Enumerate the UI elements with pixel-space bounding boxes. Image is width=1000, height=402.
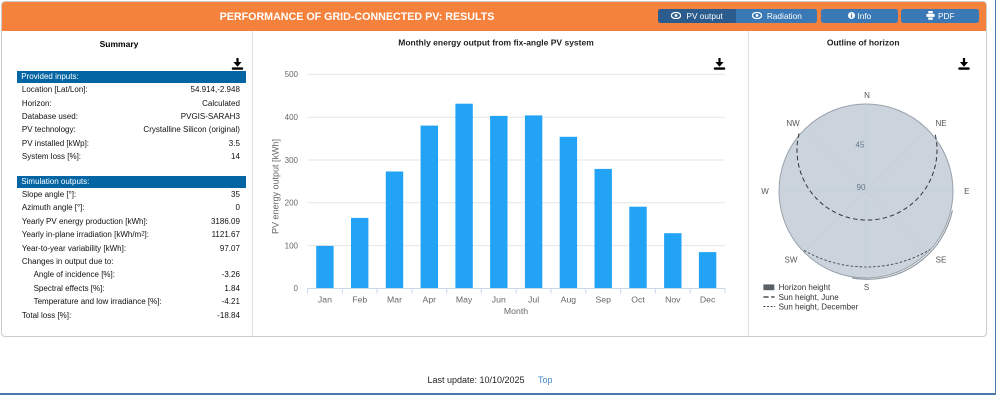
svg-text:SW: SW (785, 256, 798, 265)
svg-text:Monthly energy output from fix: Monthly energy output from fix-angle PV … (398, 38, 594, 48)
svg-text:Sun height, June: Sun height, June (779, 293, 840, 302)
svg-text:Jan: Jan (318, 295, 332, 305)
svg-text:45: 45 (856, 140, 865, 149)
svg-text:E: E (964, 187, 969, 196)
svg-text:S: S (864, 283, 869, 292)
svg-text:Jun: Jun (492, 295, 506, 305)
svg-text:Aug: Aug (561, 295, 577, 305)
svg-text:Horizon height: Horizon height (779, 283, 831, 292)
svg-text:Outline of horizon: Outline of horizon (827, 38, 900, 48)
svg-text:May: May (456, 295, 473, 305)
svg-text:400: 400 (285, 113, 299, 122)
svg-text:300: 300 (285, 156, 299, 165)
svg-text:100: 100 (285, 241, 299, 250)
svg-text:Sun height, December: Sun height, December (779, 302, 859, 311)
svg-text:90: 90 (857, 183, 866, 192)
svg-text:Oct: Oct (631, 295, 645, 305)
svg-text:Dec: Dec (700, 295, 716, 305)
svg-text:Sep: Sep (595, 295, 611, 305)
svg-text:Apr: Apr (423, 295, 437, 305)
svg-text:N: N (864, 91, 870, 100)
svg-text:200: 200 (285, 199, 299, 208)
svg-text:Nov: Nov (665, 295, 681, 305)
svg-text:NW: NW (786, 119, 800, 128)
svg-text:500: 500 (285, 70, 299, 79)
svg-text:Mar: Mar (387, 295, 402, 305)
svg-text:SE: SE (936, 256, 947, 265)
svg-text:Month: Month (504, 306, 528, 316)
svg-text:Feb: Feb (352, 295, 367, 305)
svg-text:NE: NE (935, 119, 946, 128)
svg-text:PV energy output [kWh]: PV energy output [kWh] (271, 139, 281, 234)
svg-text:W: W (761, 187, 769, 196)
svg-text:Jul: Jul (528, 295, 539, 305)
svg-text:0: 0 (294, 284, 299, 293)
